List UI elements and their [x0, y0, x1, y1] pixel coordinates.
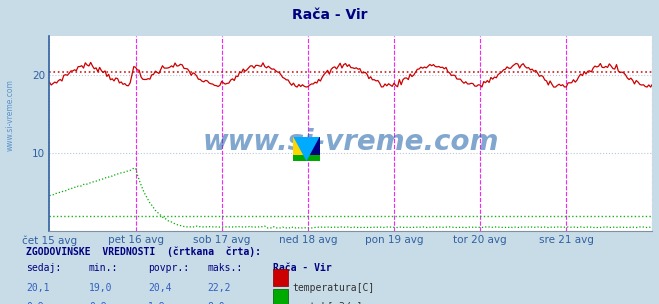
Text: 0,9: 0,9 [26, 302, 44, 304]
Bar [293, 137, 306, 161]
Text: 0,9: 0,9 [89, 302, 107, 304]
Bar [306, 137, 320, 161]
Text: 1,9: 1,9 [148, 302, 166, 304]
Text: Rača - Vir: Rača - Vir [273, 263, 332, 273]
Text: pretok[m3/s]: pretok[m3/s] [292, 302, 362, 304]
Polygon shape [293, 137, 320, 161]
Text: 22,2: 22,2 [208, 283, 231, 293]
Text: temperatura[C]: temperatura[C] [292, 283, 374, 293]
Text: 19,0: 19,0 [89, 283, 113, 293]
Bar [293, 155, 320, 161]
Text: sedaj:: sedaj: [26, 263, 61, 273]
Text: min.:: min.: [89, 263, 119, 273]
Text: Rača - Vir: Rača - Vir [292, 8, 367, 22]
Text: www.si-vreme.com: www.si-vreme.com [203, 128, 499, 156]
Text: 20,1: 20,1 [26, 283, 50, 293]
Text: povpr.:: povpr.: [148, 263, 189, 273]
Text: www.si-vreme.com: www.si-vreme.com [5, 80, 14, 151]
Text: 20,4: 20,4 [148, 283, 172, 293]
Text: ZGODOVINSKE  VREDNOSTI  (črtkana  črta):: ZGODOVINSKE VREDNOSTI (črtkana črta): [26, 246, 262, 257]
Text: maks.:: maks.: [208, 263, 243, 273]
Text: 8,0: 8,0 [208, 302, 225, 304]
